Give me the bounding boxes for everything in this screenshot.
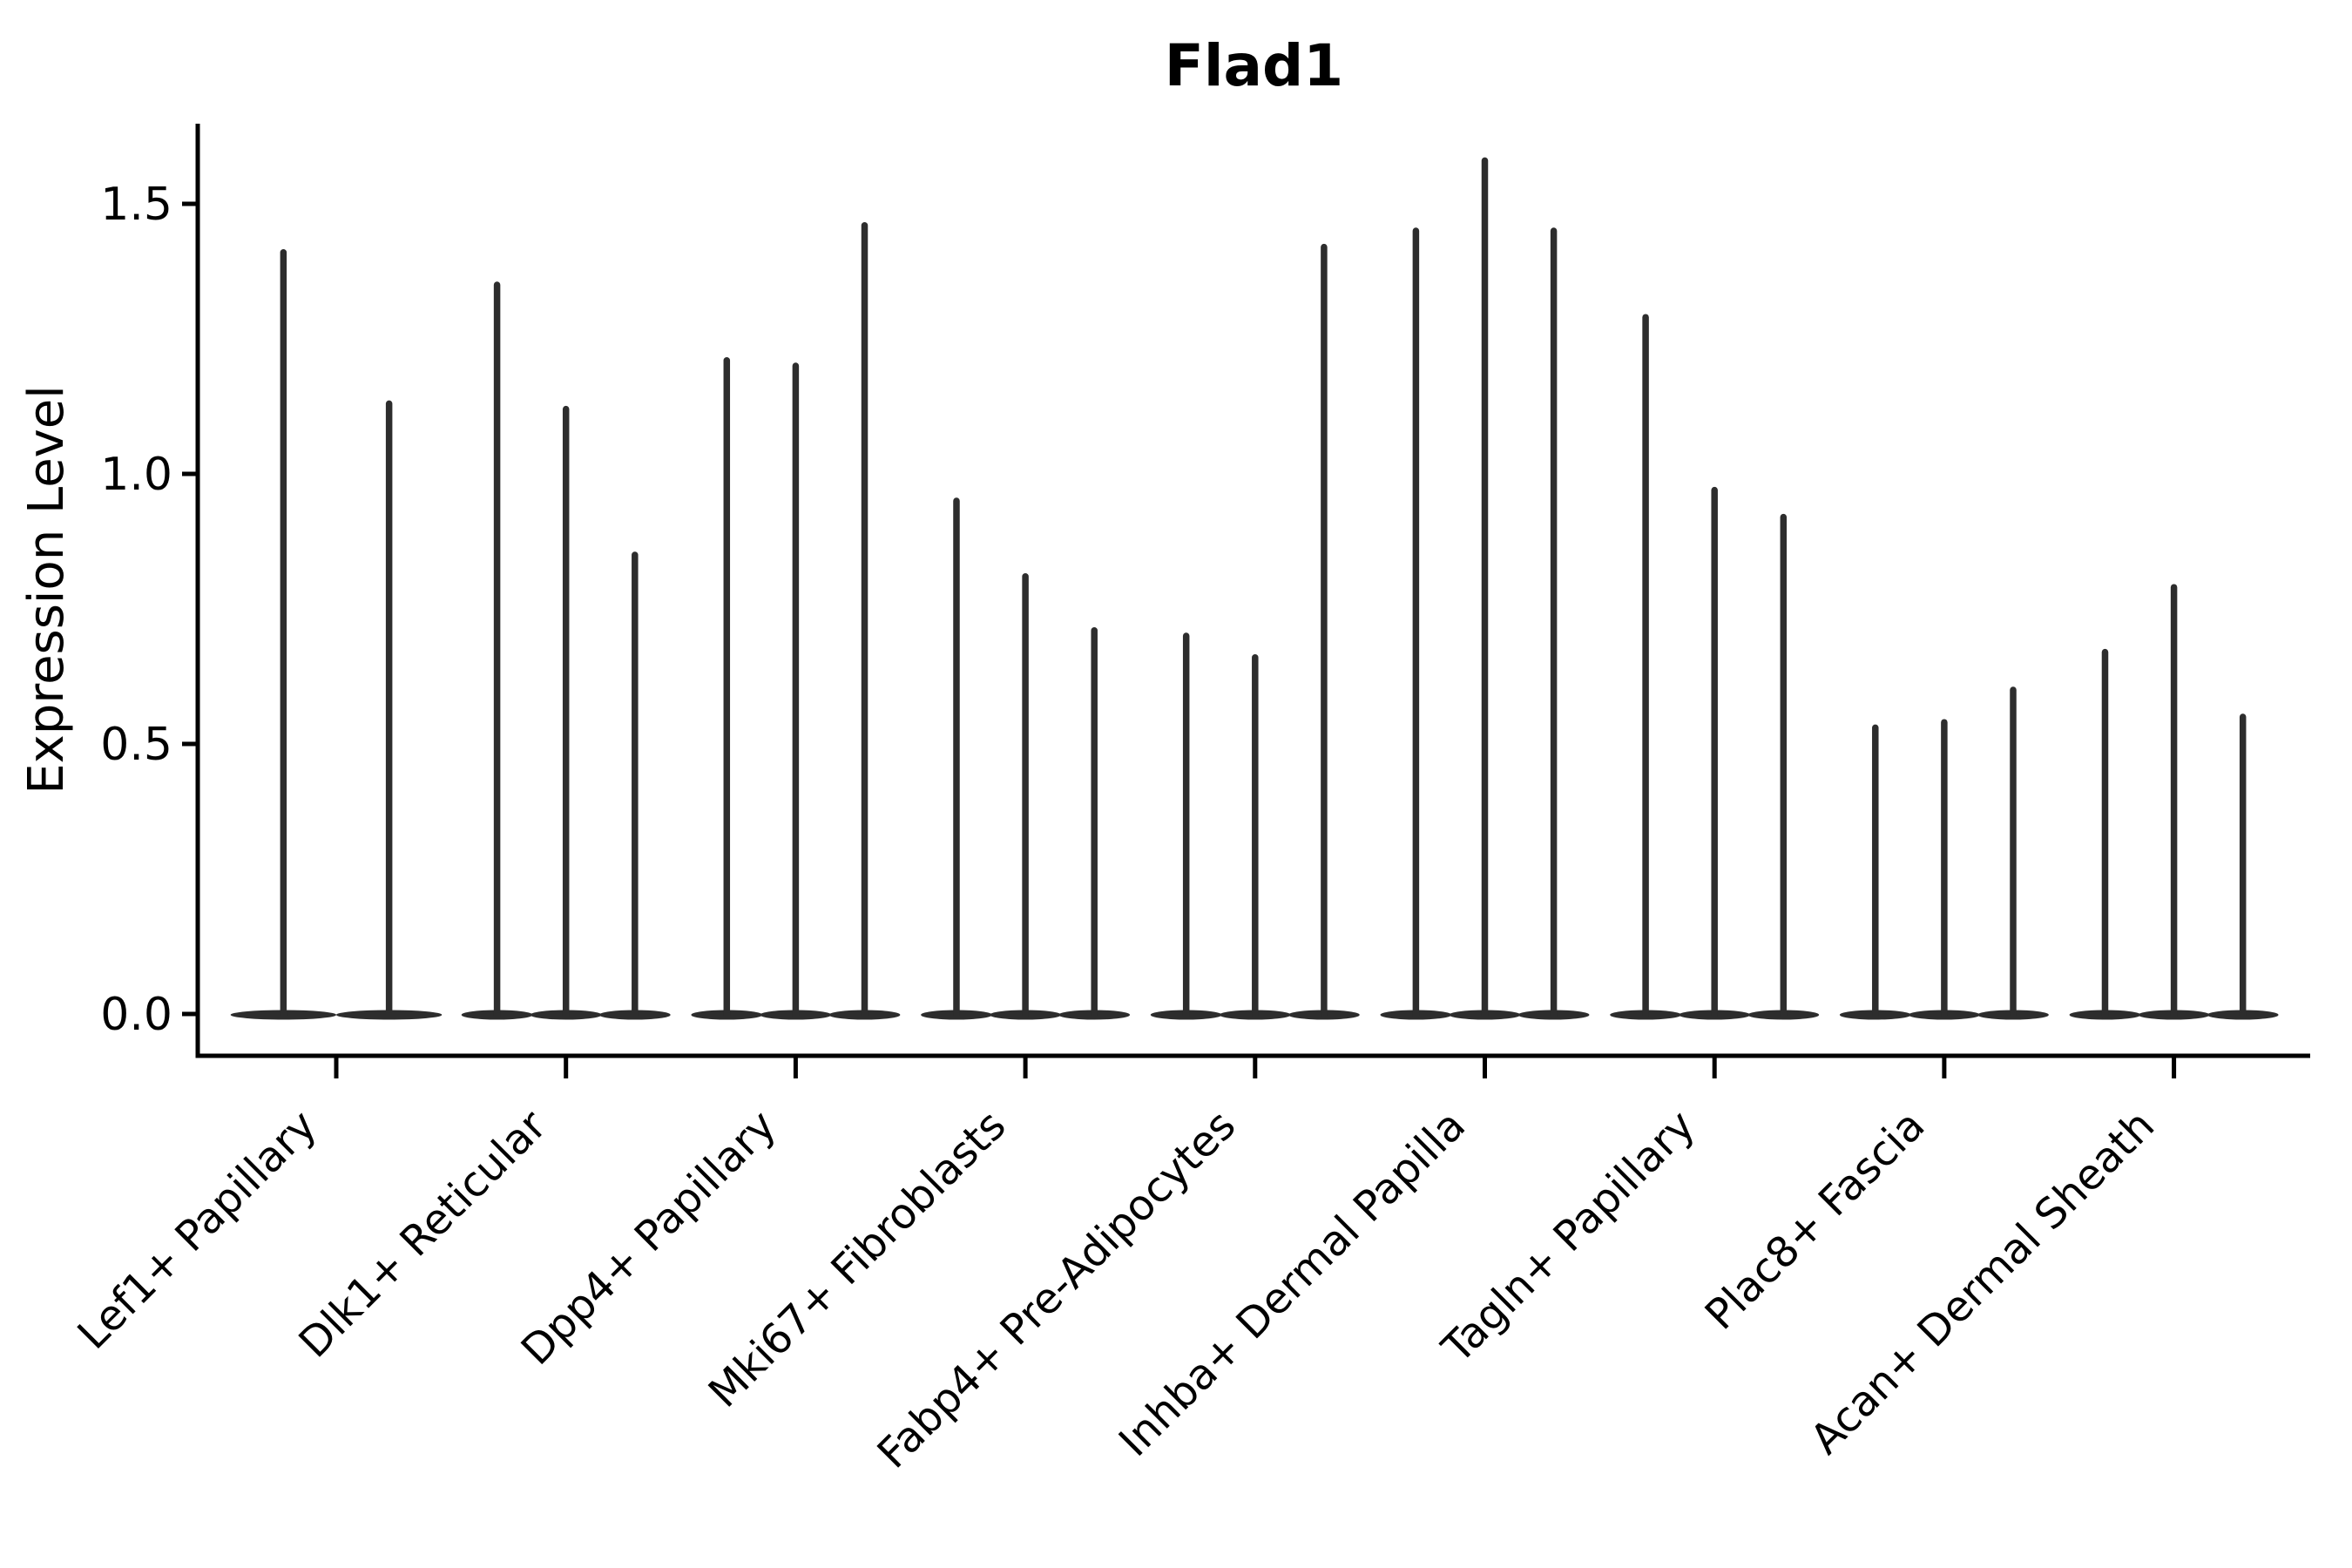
chart-title: Flad1	[1165, 32, 1343, 99]
x-tick-label: Dlk1+ Reticular	[290, 1101, 557, 1368]
y-tick-label: 1.0	[100, 449, 172, 501]
x-tick-label: Lef1+ Papillary	[69, 1101, 327, 1359]
x-tick-label: Dpp4+ Papillary	[512, 1101, 786, 1375]
y-axis-label: Expression Level	[18, 385, 75, 794]
x-tick-label: Plac8+ Fascia	[1696, 1101, 1935, 1340]
y-tick-label: 0.5	[100, 719, 172, 771]
x-tick-label: Tagln+ Papillary	[1432, 1101, 1704, 1373]
y-tick-label: 1.5	[100, 179, 172, 231]
y-tick-label: 0.0	[100, 989, 172, 1041]
